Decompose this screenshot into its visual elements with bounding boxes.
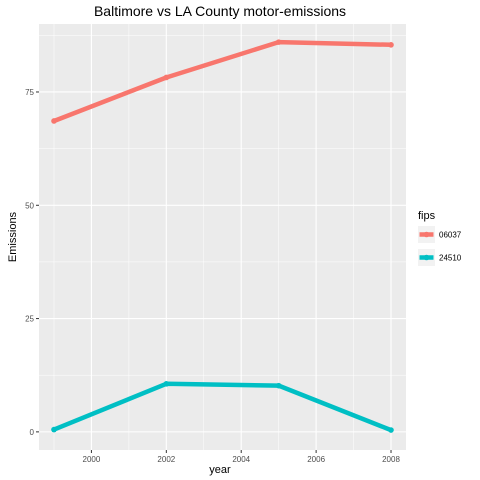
y-tick-label: 0 <box>30 428 35 437</box>
data-point-24510 <box>275 382 282 389</box>
legend-title: fips <box>418 210 436 222</box>
x-axis: 2000 2002 2004 2006 2008 <box>83 450 400 464</box>
x-tick-label: 2002 <box>157 455 175 464</box>
grid-minor <box>39 24 406 450</box>
legend-label: 06037 <box>439 231 462 240</box>
data-point-06037 <box>51 118 57 124</box>
plot-panel <box>39 24 406 450</box>
chart-title: Baltimore vs LA County motor-emissions <box>94 3 346 19</box>
legend-key-point <box>423 254 430 261</box>
series-line-24510 <box>53 381 392 433</box>
legend-label: 24510 <box>439 254 462 263</box>
legend-key-point <box>423 231 430 238</box>
y-axis-title: Emissions <box>7 211 19 262</box>
y-tick-label: 50 <box>25 201 34 210</box>
y-tick-label: 75 <box>25 88 34 97</box>
data-point-24510 <box>163 381 170 387</box>
data-point-06037 <box>388 42 394 48</box>
x-tick-label: 2006 <box>307 455 325 464</box>
grid-major <box>39 24 406 450</box>
data-point-24510 <box>388 427 394 433</box>
x-tick-label: 2004 <box>232 455 250 464</box>
data-point-24510 <box>51 426 57 433</box>
y-tick-label: 25 <box>25 315 34 324</box>
series-line-06037 <box>53 39 392 124</box>
legend: fips 06037 24510 <box>418 210 462 266</box>
x-tick-label: 2008 <box>382 455 400 464</box>
y-axis: 0 25 50 75 <box>25 88 39 437</box>
x-axis-title: year <box>209 464 231 476</box>
data-point-06037 <box>275 39 282 45</box>
series-layer <box>51 39 394 433</box>
x-tick-label: 2000 <box>83 455 101 464</box>
data-point-06037 <box>163 74 170 81</box>
